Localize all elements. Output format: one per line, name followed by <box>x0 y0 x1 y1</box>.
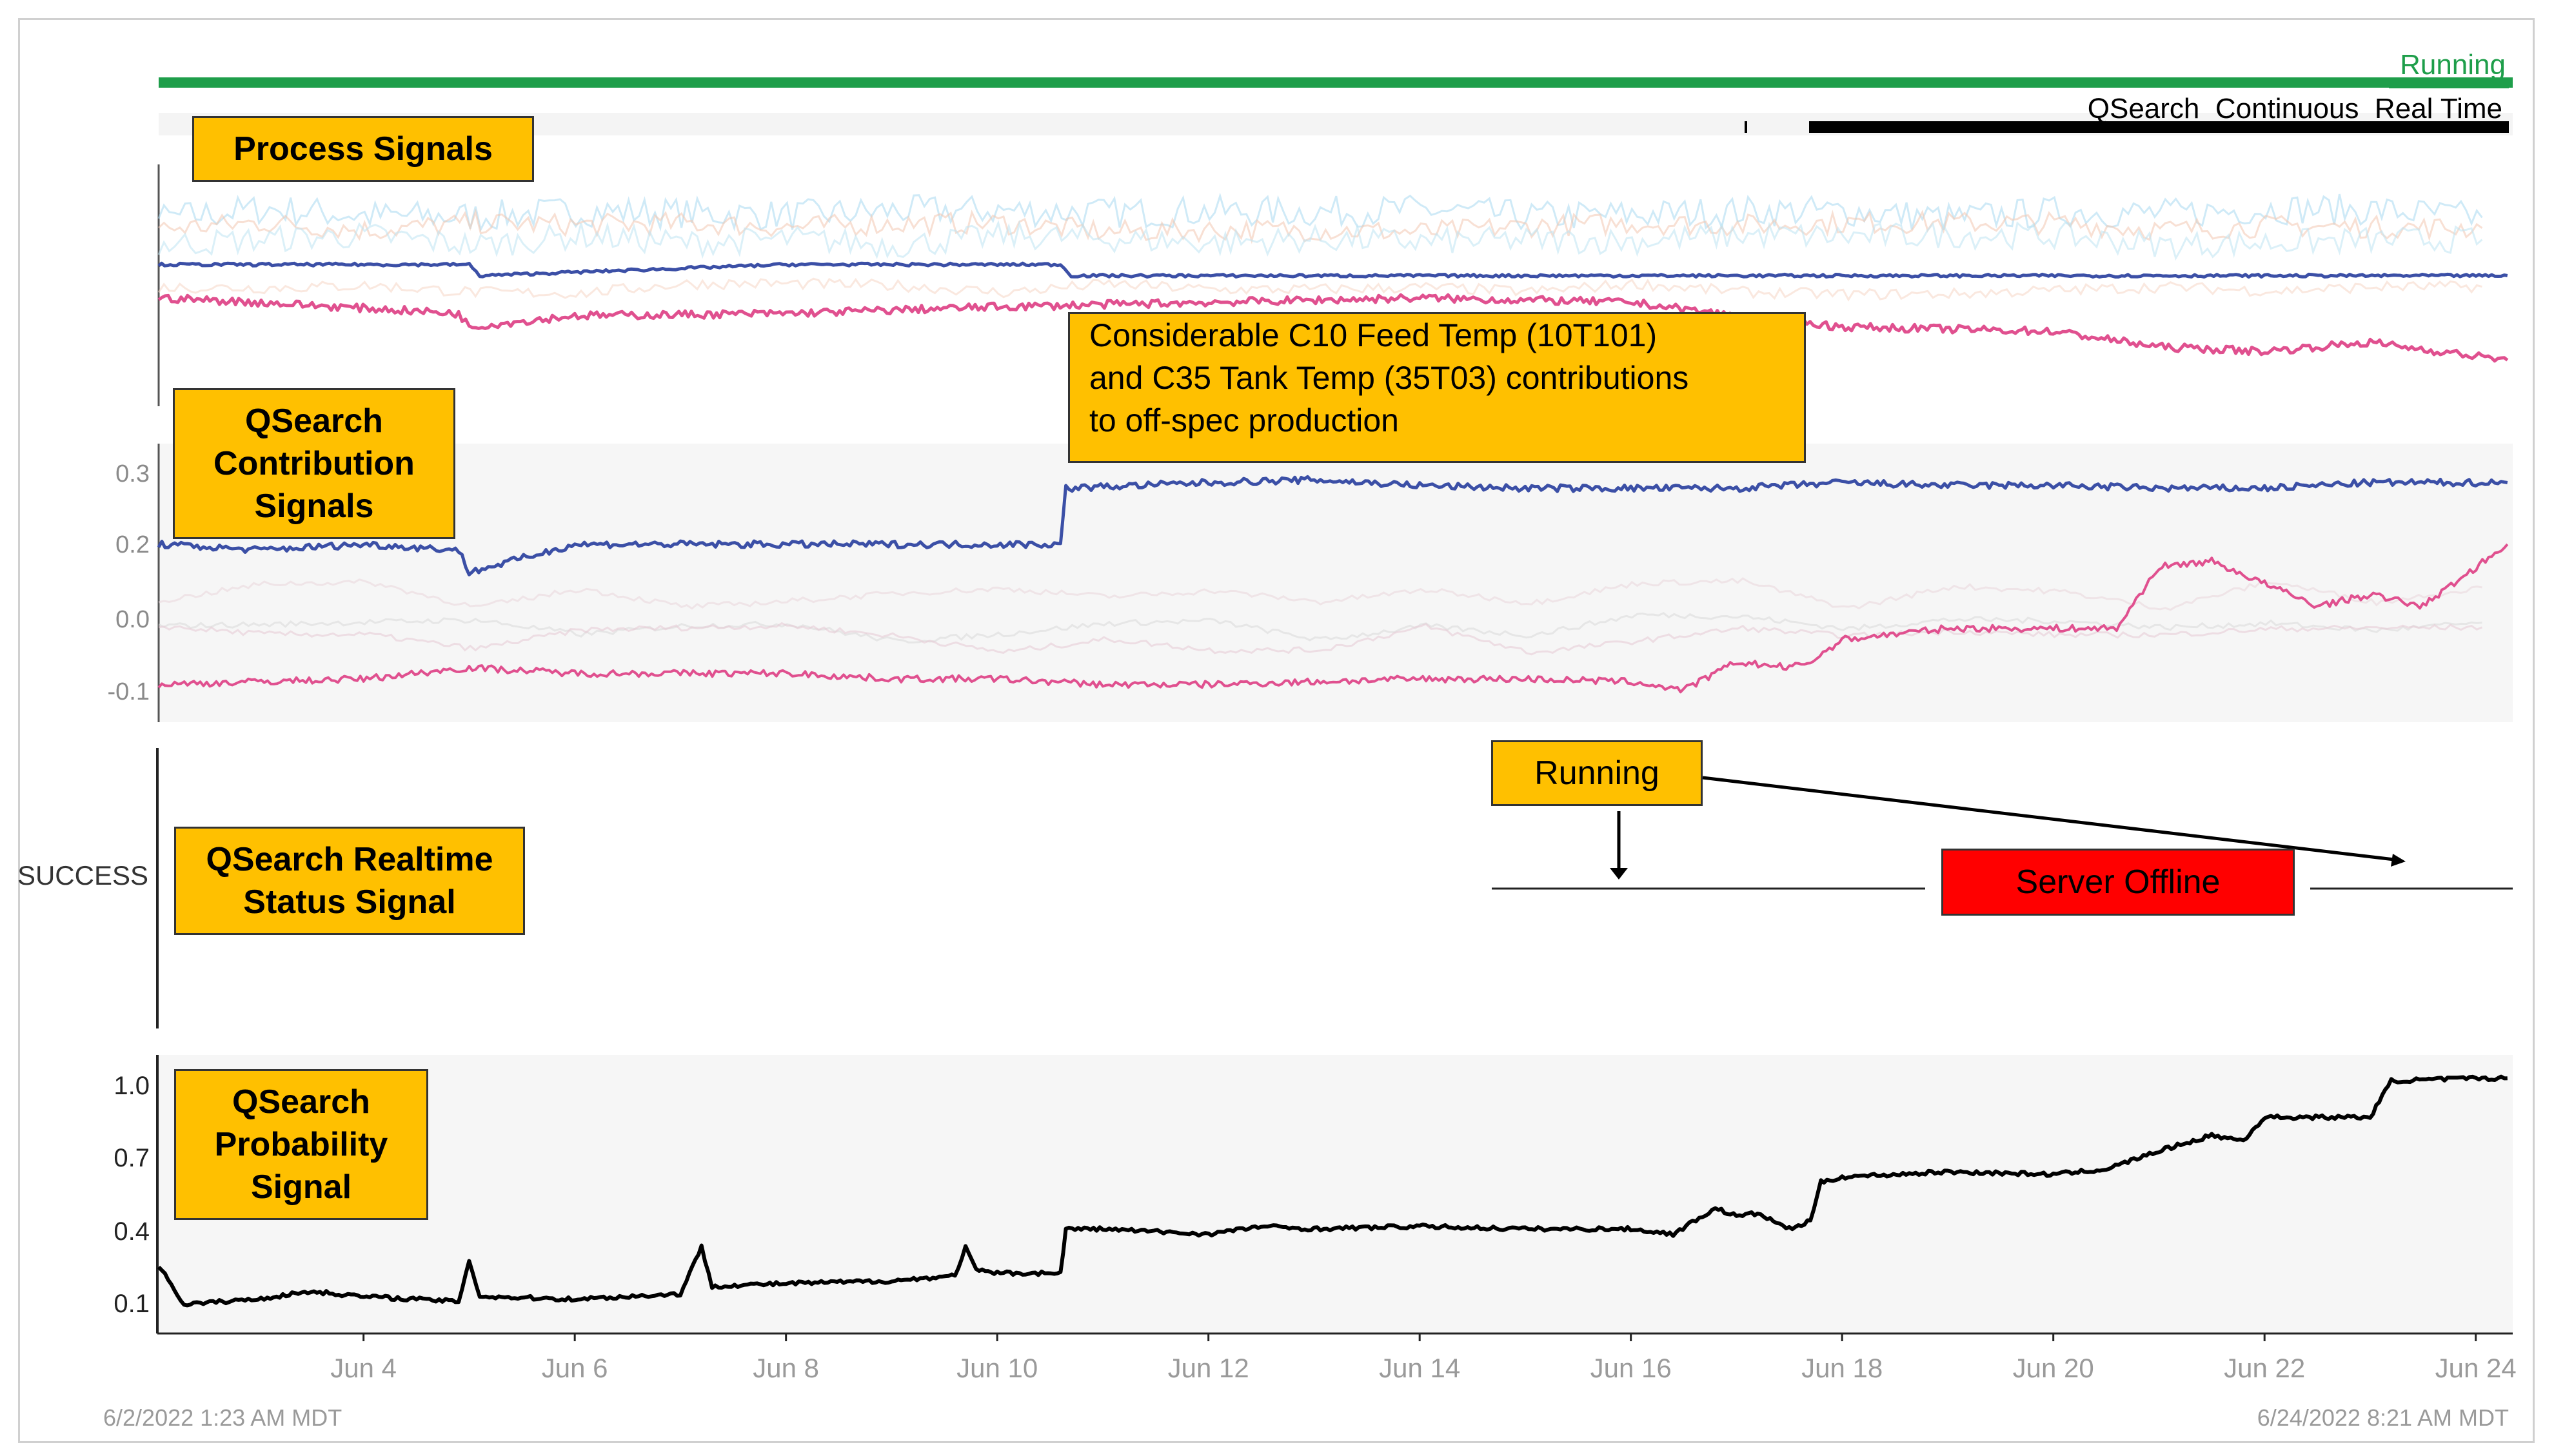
x-tick-label: Jun 8 <box>753 1353 820 1383</box>
x-tick-layer <box>362 1333 2477 1341</box>
series-layer <box>157 261 2509 1308</box>
server-offline-callout: Server Offline <box>1941 849 2295 916</box>
x-tick-label: Jun 16 <box>1590 1353 1672 1383</box>
probability-signal-callout: QSearch Probability Signal <box>174 1069 428 1220</box>
process-signals-callout: Process Signals <box>192 116 534 182</box>
server-offline-label: Server Offline <box>2015 863 2221 901</box>
contribution-ytick: 0.2 <box>115 531 150 558</box>
x-tick-label: Jun 10 <box>956 1353 1038 1383</box>
contribution-ytick: -0.1 <box>107 678 150 705</box>
running-status-label[interactable]: Running <box>2400 49 2506 81</box>
process-blue-series <box>157 261 2508 279</box>
contribution-pink-series <box>157 543 2509 694</box>
callout-line: Probability <box>214 1126 388 1163</box>
running-callout: Running <box>1491 740 1703 806</box>
running-arrow-down-head <box>1610 868 1628 880</box>
process-signals-label: Process Signals <box>233 130 493 168</box>
probability-ytick: 0.4 <box>114 1217 150 1246</box>
callout-line: Signal <box>250 1168 352 1206</box>
contribution-signals-callout: QSearch Contribution Signals <box>173 388 455 539</box>
probability-ytick: 0.7 <box>114 1144 150 1172</box>
background-signal-trace <box>158 612 2482 644</box>
contribution-ytick: 0.3 <box>115 460 150 487</box>
callout-line: Contribution <box>213 445 415 482</box>
contribution-lane-background <box>159 444 2513 722</box>
contribution-annotation-callout: Considerable C10 Feed Temp (10T101) and … <box>1068 312 1806 463</box>
x-tick-label: Jun 14 <box>1379 1353 1461 1383</box>
x-tick-label: Jun 6 <box>541 1353 608 1383</box>
process-background-signals <box>157 192 2483 302</box>
probability-ytick: 1.0 <box>114 1072 150 1100</box>
probability-lane-background <box>159 1055 2513 1333</box>
callout-line: QSearch Realtime <box>206 841 493 878</box>
x-tick-label: Jun 12 <box>1167 1353 1249 1383</box>
trend-frame <box>18 18 2535 1443</box>
x-tick-label: Jun 22 <box>2224 1353 2306 1383</box>
running-label: Running <box>1534 754 1659 792</box>
status-ytick: SUCCESS <box>17 860 148 890</box>
running-arrow-right-head <box>2391 854 2406 867</box>
contribution-background-signals <box>158 577 2483 656</box>
running-arrow-right <box>1702 776 2395 861</box>
background-signal-trace <box>158 577 2482 611</box>
annotation-line: Considerable C10 Feed Temp (10T101) <box>1089 317 1658 353</box>
callout-line: Signals <box>254 487 374 525</box>
annotation-line: and C35 Tank Temp (35T03) contributions <box>1089 360 1689 396</box>
process-pink-series <box>157 293 2509 363</box>
callout-line: Status Signal <box>243 883 456 921</box>
background-signal-trace <box>157 220 2483 261</box>
callout-line: QSearch <box>232 1083 370 1121</box>
range-start-timestamp: 6/2/2022 1:23 AM MDT <box>103 1404 342 1431</box>
running-status-bar <box>159 77 2513 88</box>
x-tick-label: Jun 24 <box>2435 1353 2517 1383</box>
probability-series <box>157 1074 2508 1308</box>
background-signal-trace <box>157 277 2482 302</box>
condition-capsule-bar <box>1809 121 2509 133</box>
contribution-blue-series <box>157 475 2508 576</box>
x-tick-label: Jun 18 <box>1801 1353 1883 1383</box>
probability-ytick: 0.1 <box>114 1290 150 1318</box>
condition-label[interactable]: QSearch_Continuous_Real Time <box>2088 93 2502 124</box>
x-tick-label: Jun 4 <box>330 1353 397 1383</box>
background-signal-trace <box>158 622 2483 656</box>
x-tick-label: Jun 20 <box>2012 1353 2094 1383</box>
annotation-line: to off-spec production <box>1089 402 1399 438</box>
range-end-timestamp: 6/24/2022 8:21 AM MDT <box>2257 1404 2509 1431</box>
background-signal-trace <box>157 192 2483 233</box>
callout-line: QSearch <box>245 402 383 440</box>
contribution-ytick: 0.0 <box>115 606 150 633</box>
realtime-status-callout: QSearch Realtime Status Signal <box>174 827 525 935</box>
